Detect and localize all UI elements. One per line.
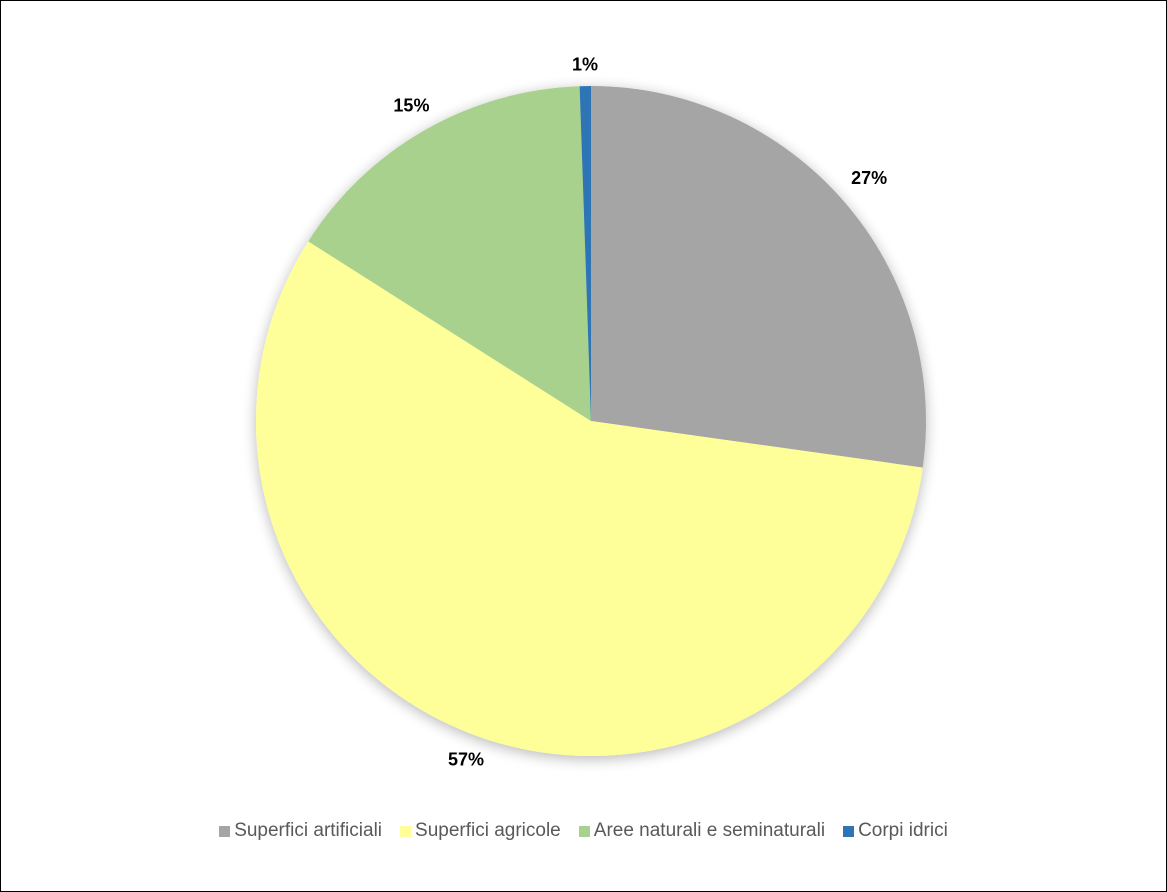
legend-item-superfici-artificiali: Superfici artificiali bbox=[219, 820, 382, 842]
pie-slices bbox=[256, 86, 926, 757]
pie-slice-superfici-agricole bbox=[256, 241, 923, 757]
legend-swatch-superfici-agricole bbox=[400, 825, 412, 837]
legend-label-corpi-idrici: Corpi idrici bbox=[858, 820, 948, 841]
legend-item-aree-naturali-e-seminaturali: Aree naturali e seminaturali bbox=[578, 820, 826, 842]
pie-slice-superfici-artificiali bbox=[591, 86, 926, 468]
data-label-superfici-agricole: 57% bbox=[448, 749, 484, 769]
legend-item-superfici-agricole: Superfici agricole bbox=[400, 820, 561, 842]
chart-legend: Superfici artificiali Superfici agricole A… bbox=[0, 816, 1167, 846]
pie-slice-aree-naturali-e-seminaturali bbox=[308, 86, 591, 421]
data-label-superfici-artificiali: 27% bbox=[851, 168, 887, 188]
pie-slice-corpi-idrici bbox=[579, 86, 591, 421]
legend-swatch-superfici-artificiali bbox=[219, 825, 231, 837]
legend-item-corpi-idrici: Corpi idrici bbox=[843, 820, 948, 842]
legend-label-superfici-agricole: Superfici agricole bbox=[415, 820, 561, 841]
legend-label-aree-naturali-e-seminaturali: Aree naturali e seminaturali bbox=[593, 820, 826, 841]
legend-swatch-corpi-idrici bbox=[843, 825, 855, 837]
data-label-corpi-idrici: 1% bbox=[572, 55, 598, 75]
legend-swatch-aree-naturali-e-seminaturali bbox=[578, 825, 590, 837]
pie-data-labels: 27% 57% 15% 1% bbox=[393, 55, 887, 770]
legend-label-superfici-artificiali: Superfici artificiali bbox=[234, 820, 383, 841]
data-label-aree-naturali-e-seminaturali: 15% bbox=[393, 96, 429, 116]
